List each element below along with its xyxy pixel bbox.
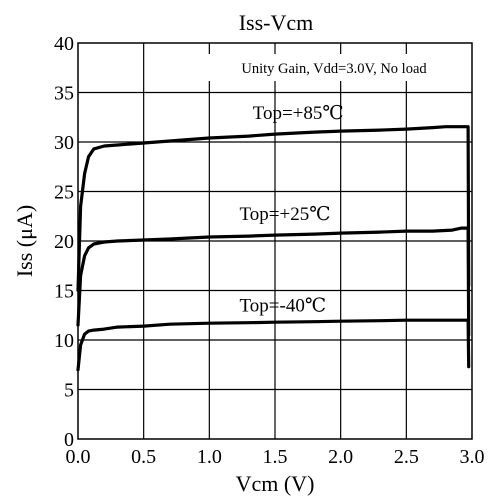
y-tick-label: 35 [54,83,74,105]
y-tick-label: 10 [54,330,74,352]
tick-labels: 0.0 0.5 1.0 1.5 2.0 2.5 3.0 0 5 10 15 20 25 30 35 40 [54,33,485,468]
y-axis-label: Iss (μA) [12,205,37,277]
annotation-text: Unity Gain, Vdd=3.0V, No load [241,61,427,77]
series-line [76,226,471,337]
y-tick-label: 5 [64,380,74,402]
x-tick-label: 2.0 [328,446,353,468]
y-tick-label: 20 [54,231,74,253]
series-group [76,125,471,372]
series-label: Top=+85℃ [253,103,344,124]
x-tick-label: 1.0 [197,446,222,468]
plot-frame [77,42,473,440]
x-axis-label: Vcm (V) [236,471,315,496]
y-tick-label: 40 [54,33,74,55]
x-tick-label: 3.0 [460,446,485,468]
series-line [76,125,471,293]
x-tick-label: 0.0 [66,446,91,468]
x-tick-label: 1.5 [263,446,288,468]
series-labels: Top=+85℃ Top=+25℃ Top=-40℃ [240,103,344,316]
y-tick-label: 15 [54,281,74,303]
x-tick-label: 2.5 [394,446,419,468]
x-tick-label: 0.5 [131,446,156,468]
series-label: Top=+25℃ [240,204,331,225]
series-line [76,318,471,372]
y-tick-label: 30 [54,132,74,154]
y-tick-label: 25 [54,182,74,204]
annotation-box [198,54,470,81]
series-label: Top=-40℃ [240,295,327,316]
y-tick-label: 0 [64,429,74,451]
chart-title: Iss-Vcm [239,10,314,35]
